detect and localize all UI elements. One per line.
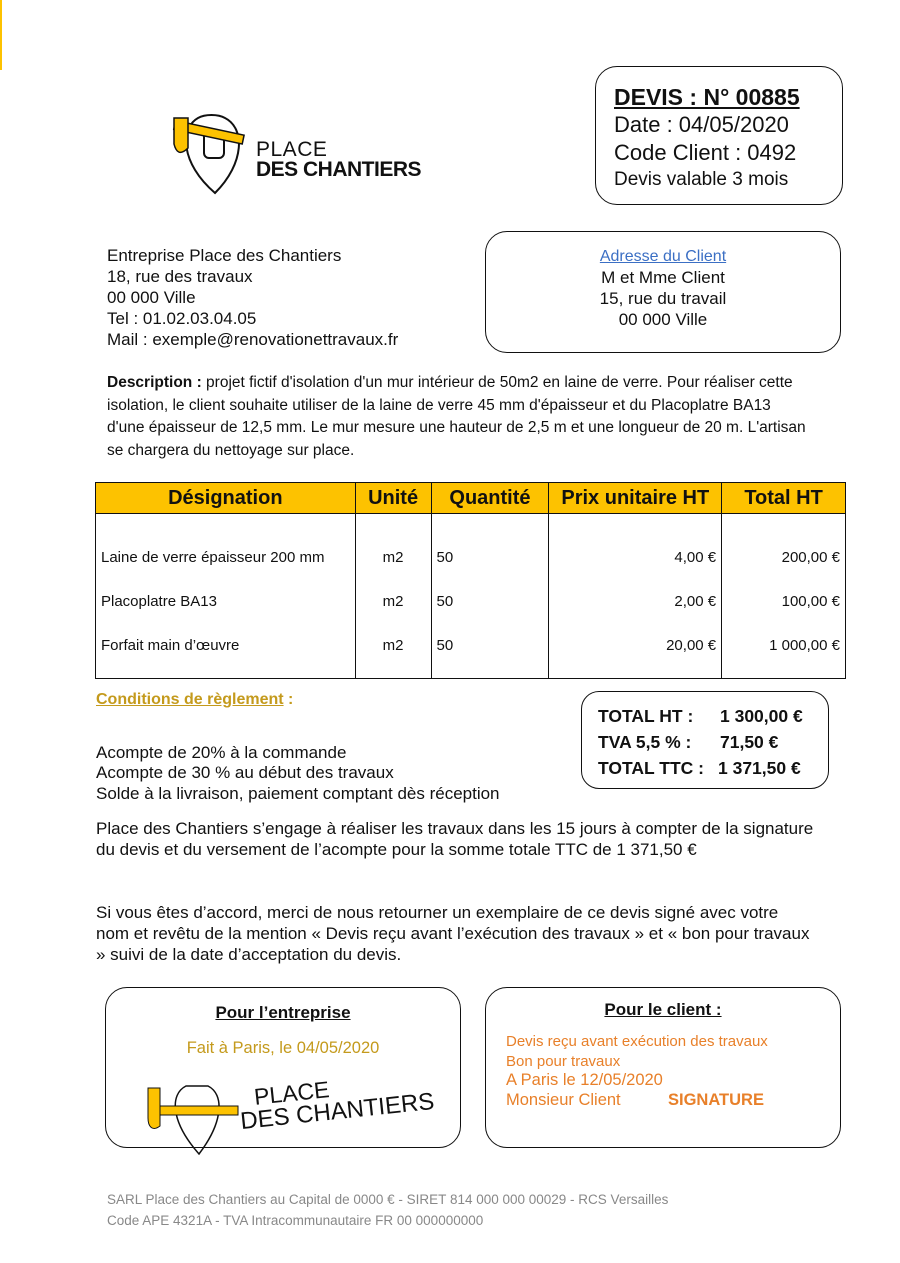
cell-designation: Placoplatre BA13 [95, 579, 356, 624]
client-code: Code Client : 0492 [614, 140, 797, 165]
header-quantity: Quantité [430, 482, 550, 514]
company-name: Entreprise Place des Chantiers [107, 246, 342, 265]
company-signature-title: Pour l’entreprise [215, 1003, 351, 1022]
footer-line1: SARL Place des Chantiers au Capital de 0… [107, 1192, 669, 1207]
company-email: Mail : exemple@renovationettravaux.fr [107, 330, 399, 349]
cell-unit-price: 4,00 € [548, 513, 723, 580]
footer-line2: Code APE 4321A - TVA Intracommunautaire … [107, 1213, 484, 1228]
cell-quantity: 50 [430, 579, 550, 624]
quote-info-box: DEVIS : N° 00885 Date : 04/05/2020 Code … [595, 66, 843, 205]
header-unit: Unité [354, 482, 432, 514]
table-row: Laine de verre épaisseur 200 mm m2 50 4,… [95, 513, 846, 580]
company-phone: Tel : 01.02.03.04.05 [107, 309, 257, 328]
client-city: 00 000 Ville [618, 310, 708, 329]
total-ht-label: TOTAL HT : [598, 706, 694, 726]
company-city: 00 000 Ville [107, 288, 196, 307]
client-place-date: A Paris le 12/05/2020 [506, 1071, 663, 1089]
quote-date: Date : 04/05/2020 [614, 112, 789, 137]
cell-designation: Laine de verre épaisseur 200 mm [95, 513, 356, 580]
condition-line: Solde à la livraison, paiement comptant … [96, 783, 500, 803]
stamp-hammer-icon [147, 1085, 239, 1156]
client-signature-title: Pour le client : [604, 1000, 722, 1019]
header-unit-price: Prix unitaire HT [548, 482, 723, 514]
header-designation: Désignation [95, 482, 356, 514]
conditions-colon: : [283, 691, 294, 708]
cell-designation: Forfait main d’œuvre [95, 623, 356, 679]
client-mention: Bon pour travaux [506, 1052, 621, 1070]
cell-quantity: 50 [430, 623, 550, 679]
total-ttc-label: TOTAL TTC : [598, 758, 704, 778]
cell-unit: m2 [354, 513, 432, 580]
cell-total: 200,00 € [721, 513, 846, 580]
client-signature-box: Pour le client : Devis reçu avant exécut… [485, 987, 841, 1148]
client-address-box: Adresse du Client M et Mme Client 15, ru… [485, 231, 841, 353]
cell-unit: m2 [354, 579, 432, 624]
description: Description : projet fictif d'isolation … [107, 372, 807, 462]
cell-total: 1 000,00 € [721, 623, 846, 679]
client-street: 15, rue du travail [599, 289, 727, 308]
description-label: Description : [107, 374, 202, 391]
condition-line: Acompte de 20% à la commande [96, 742, 347, 762]
header-total: Total HT [721, 482, 846, 514]
cell-total: 100,00 € [721, 579, 846, 624]
cell-unit-price: 2,00 € [548, 579, 723, 624]
cell-unit-price: 20,00 € [548, 623, 723, 679]
cell-unit: m2 [354, 623, 432, 679]
client-mention: Devis reçu avant exécution des travaux [506, 1033, 768, 1050]
tva-value: 71,50 € [720, 732, 779, 752]
client-heading: Adresse du Client [599, 248, 727, 265]
client-name: Monsieur Client [506, 1090, 621, 1109]
total-ttc-value: 1 371,50 € [718, 758, 801, 778]
hammer-fist-icon [172, 114, 245, 195]
company-logo: PLACE DES CHANTIERS [170, 108, 440, 198]
table-row: Placoplatre BA13 m2 50 2,00 € 100,00 € [95, 579, 846, 624]
client-name: M et Mme Client [601, 268, 725, 287]
quote-number: DEVIS : N° 00885 [614, 84, 800, 110]
company-street: 18, rue des travaux [107, 267, 253, 286]
totals-box: TOTAL HT :1 300,00 € TVA 5,5 % :71,50 € … [581, 691, 829, 789]
description-text: projet fictif d'isolation d'un mur intér… [107, 374, 806, 459]
table-header-row: Désignation Unité Quantité Prix unitaire… [95, 482, 846, 514]
condition-line: Acompte de 30 % au début des travaux [96, 763, 394, 782]
company-signature-box: Pour l’entreprise Fait à Paris, le 04/05… [105, 987, 461, 1156]
conditions-title: Conditions de règlement [96, 691, 284, 708]
cell-quantity: 50 [430, 513, 550, 580]
logo-line1: PLACE [256, 138, 328, 161]
company-place-date: Fait à Paris, le 04/05/2020 [186, 1039, 380, 1057]
payment-conditions: Conditions de règlement : Acompte de 20%… [96, 690, 500, 804]
table-row: Forfait main d’œuvre m2 50 20,00 € 1 000… [95, 623, 846, 679]
footer: SARL Place des Chantiers au Capital de 0… [107, 1189, 668, 1231]
company-address: Entreprise Place des Chantiers 18, rue d… [107, 245, 398, 350]
quote-validity: Devis valable 3 mois [614, 169, 789, 190]
logo-line2: DES CHANTIERS [256, 158, 422, 181]
tva-label: TVA 5,5 % : [598, 732, 692, 752]
acceptance-paragraph: Si vous êtes d’accord, merci de nous ret… [96, 903, 810, 964]
corner-mark [0, 0, 2, 70]
quote-table: Désignation Unité Quantité Prix unitaire… [95, 482, 846, 679]
total-ht-value: 1 300,00 € [720, 706, 803, 726]
client-signature: SIGNATURE [668, 1090, 764, 1109]
commitment-paragraph: Place des Chantiers s’engage à réaliser … [96, 819, 814, 859]
